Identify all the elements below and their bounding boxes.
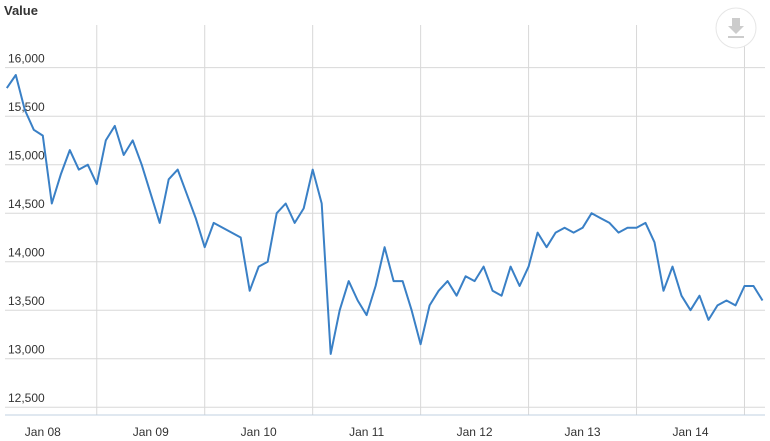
download-icon[interactable] [728, 18, 744, 34]
x-tick-label: Jan 09 [133, 425, 169, 439]
chart-title: Value [4, 3, 38, 18]
download-button[interactable] [715, 7, 757, 49]
y-tick-label: 12,500 [8, 391, 45, 405]
x-tick-label: Jan 12 [457, 425, 493, 439]
y-tick-label: 16,000 [8, 52, 45, 66]
y-tick-label: 15,500 [8, 100, 45, 114]
x-tick-label: Jan 11 [349, 425, 384, 439]
data-line [5, 74, 764, 355]
y-tick-label: 13,500 [8, 294, 45, 308]
x-tick-label: Jan 14 [672, 425, 708, 439]
x-tick-label: Jan 13 [565, 425, 601, 439]
y-tick-label: 14,000 [8, 246, 45, 260]
y-tick-label: 14,500 [8, 197, 45, 211]
y-tick-label: 13,000 [8, 343, 45, 357]
x-tick-label: Jan 08 [25, 425, 61, 439]
x-tick-label: Jan 10 [241, 425, 277, 439]
download-bar[interactable] [728, 36, 744, 38]
y-tick-label: 15,000 [8, 149, 45, 163]
